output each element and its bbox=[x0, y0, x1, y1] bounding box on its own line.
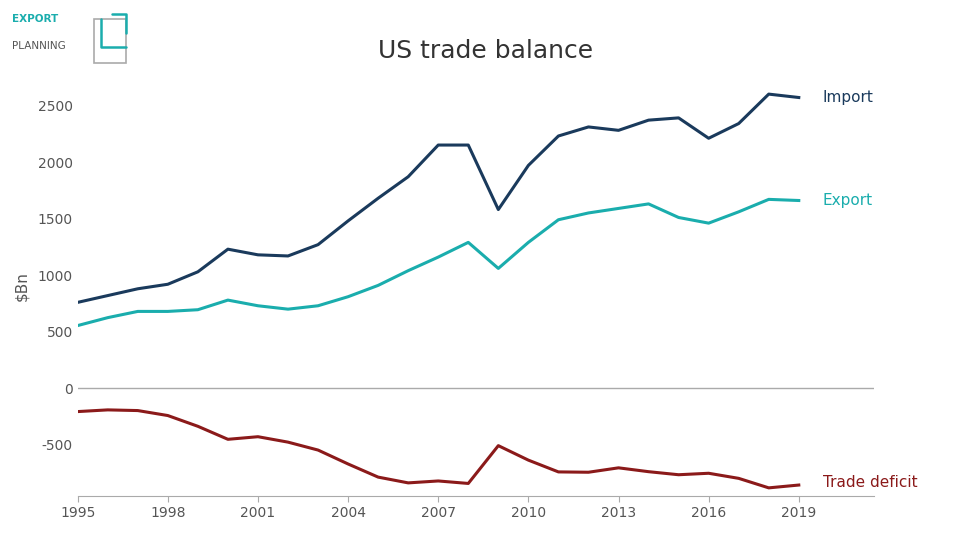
Y-axis label: $Bn: $Bn bbox=[15, 272, 29, 301]
Bar bbox=[93, 19, 126, 63]
Text: PLANNING: PLANNING bbox=[12, 41, 65, 51]
Text: Trade deficit: Trade deficit bbox=[822, 476, 918, 490]
Text: Import: Import bbox=[822, 90, 874, 105]
Text: US trade balance: US trade balance bbox=[378, 39, 593, 63]
Text: Export: Export bbox=[822, 193, 873, 208]
Text: EXPORT: EXPORT bbox=[12, 14, 58, 24]
